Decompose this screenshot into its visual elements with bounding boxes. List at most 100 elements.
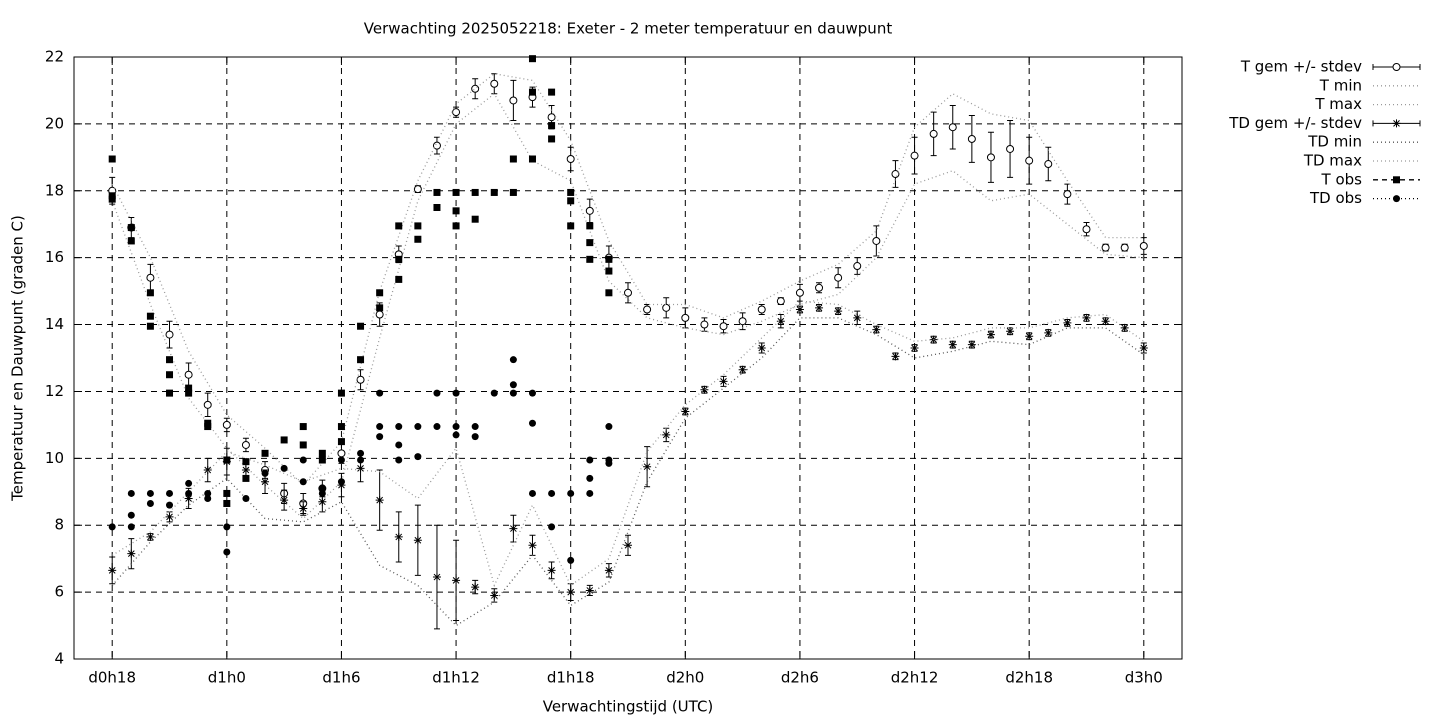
x-tick-label: d2h0	[666, 669, 704, 687]
data-point	[795, 288, 804, 297]
data-point	[184, 370, 193, 379]
legend-marker	[1393, 176, 1400, 184]
data-point	[242, 474, 250, 482]
data-point	[815, 283, 824, 292]
data-point	[376, 433, 384, 441]
data-point	[223, 548, 231, 556]
data-point	[490, 188, 498, 196]
data-point	[299, 504, 308, 513]
data-point	[853, 313, 862, 322]
data-point	[223, 499, 231, 507]
data-point	[528, 88, 536, 96]
data-point	[1120, 243, 1129, 252]
data-point	[223, 456, 231, 464]
legend-label: T gem +/- stdev	[1240, 58, 1362, 76]
data-point	[548, 489, 556, 497]
range-line	[111, 73, 1144, 487]
data-point	[165, 512, 174, 521]
data-point	[929, 129, 938, 138]
data-point	[662, 303, 671, 312]
data-point	[452, 423, 460, 431]
x-tick-label: d0h18	[88, 669, 136, 687]
x-tick-label: d1h18	[547, 669, 595, 687]
data-point	[318, 484, 326, 492]
data-point	[509, 381, 517, 389]
data-point	[127, 523, 135, 531]
data-point	[433, 389, 441, 397]
data-point	[986, 153, 995, 162]
data-point	[795, 305, 804, 314]
data-point	[1082, 225, 1091, 234]
legend-label: T obs	[1321, 170, 1363, 188]
data-point	[586, 489, 594, 497]
data-point	[299, 478, 307, 486]
y-tick-label: 12	[45, 382, 64, 400]
data-point	[586, 456, 594, 464]
data-point	[586, 474, 594, 482]
data-point	[528, 155, 536, 163]
data-point	[509, 524, 518, 533]
data-point	[967, 340, 976, 349]
data-point	[757, 305, 766, 314]
legend-label: TD obs	[1309, 189, 1362, 207]
x-tick-label: d2h12	[891, 669, 939, 687]
data-point	[566, 588, 575, 597]
data-point	[1101, 243, 1110, 252]
legend-marker	[1392, 119, 1401, 128]
data-point	[548, 122, 556, 130]
data-point	[452, 108, 461, 117]
data-point	[127, 224, 135, 232]
data-point	[586, 255, 594, 263]
data-point	[241, 466, 250, 475]
data-point	[146, 273, 155, 282]
y-tick-label: 8	[54, 516, 64, 534]
data-point	[165, 330, 174, 339]
data-point	[719, 322, 728, 331]
data-point	[624, 288, 632, 297]
data-point	[357, 322, 365, 330]
data-point	[356, 375, 365, 384]
data-point	[548, 88, 556, 96]
data-point	[337, 478, 345, 486]
data-point	[166, 389, 174, 397]
data-point	[146, 322, 154, 330]
data-point	[681, 313, 690, 322]
chart-title: Verwachting 2025052218: Exeter - 2 meter…	[364, 20, 893, 38]
data-point	[910, 151, 919, 160]
data-point	[337, 456, 345, 464]
data-point	[452, 188, 460, 196]
data-point	[280, 464, 288, 472]
data-point	[872, 325, 881, 334]
data-point	[376, 389, 384, 397]
data-point	[605, 289, 613, 297]
data-point	[1006, 327, 1015, 336]
data-point	[433, 204, 441, 211]
data-point	[681, 407, 690, 416]
data-point	[376, 423, 384, 431]
data-point	[528, 55, 536, 63]
data-point	[413, 536, 422, 545]
data-point	[146, 489, 154, 497]
data-point	[261, 449, 269, 457]
data-point	[700, 320, 709, 329]
y-tick-label: 10	[45, 449, 64, 467]
y-tick-label: 16	[45, 248, 64, 266]
data-point	[395, 441, 403, 449]
data-point	[394, 532, 403, 541]
data-point	[414, 222, 422, 230]
data-point	[967, 134, 976, 143]
data-point	[548, 135, 556, 143]
x-tick-label: d1h0	[208, 669, 246, 687]
data-point	[146, 499, 154, 507]
legend-label: TD max	[1303, 152, 1362, 170]
data-point	[490, 389, 498, 397]
data-point	[471, 433, 479, 441]
data-point	[891, 170, 900, 179]
data-point	[910, 343, 919, 352]
data-point	[509, 356, 517, 364]
legend-label: TD gem +/- stdev	[1228, 114, 1362, 132]
data-point	[414, 235, 422, 243]
data-point	[1082, 313, 1091, 322]
data-point	[509, 389, 517, 397]
data-point	[948, 340, 957, 349]
